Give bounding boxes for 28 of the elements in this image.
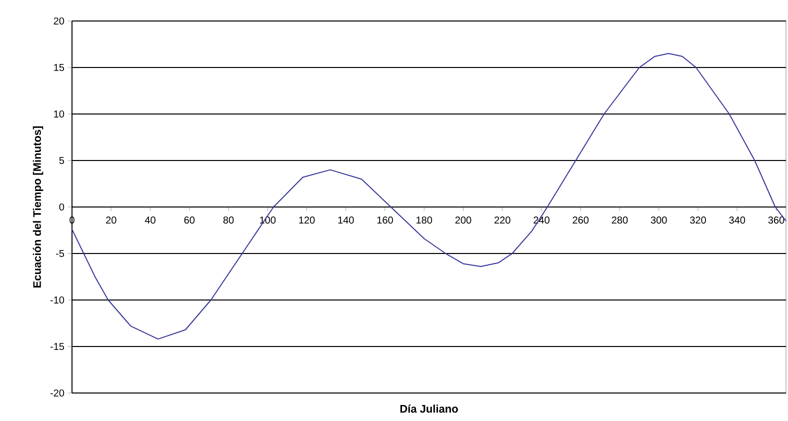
y-tick-label: -20 xyxy=(50,389,64,397)
x-tick-label: 80 xyxy=(223,216,234,224)
x-tick-label: 140 xyxy=(338,216,354,224)
y-tick-label: 5 xyxy=(59,157,64,164)
x-tick-label: 200 xyxy=(455,216,472,224)
y-tick-label: 10 xyxy=(54,110,64,118)
x-tick-label: 360 xyxy=(768,216,784,224)
x-tick-label: 340 xyxy=(729,216,746,224)
x-tick-label: 300 xyxy=(650,216,667,224)
x-tick-label: 180 xyxy=(416,216,432,224)
x-tick-label: 160 xyxy=(377,216,393,224)
x-tick-label: 60 xyxy=(184,216,195,224)
x-tick-label: 320 xyxy=(690,216,706,224)
y-tick-label: -5 xyxy=(56,250,64,257)
x-axis-title: Día Juliano xyxy=(400,404,458,413)
x-tick-label: 120 xyxy=(299,216,315,224)
y-axis-title: Ecuación del Tiempo [Minutos] xyxy=(32,126,44,288)
x-tick-label: 280 xyxy=(612,216,628,224)
y-tick-label: 0 xyxy=(59,203,64,211)
x-tick-label: 40 xyxy=(144,216,156,224)
y-tick-label: 15 xyxy=(54,64,64,71)
x-tick-label: 220 xyxy=(494,216,510,224)
y-tick-label: -10 xyxy=(50,296,64,304)
y-tick-label: 20 xyxy=(54,17,64,25)
x-tick-label: 20 xyxy=(106,216,116,224)
x-tick-label: 260 xyxy=(572,216,589,224)
y-tick-label: -15 xyxy=(50,343,64,350)
line-series xyxy=(72,53,786,340)
